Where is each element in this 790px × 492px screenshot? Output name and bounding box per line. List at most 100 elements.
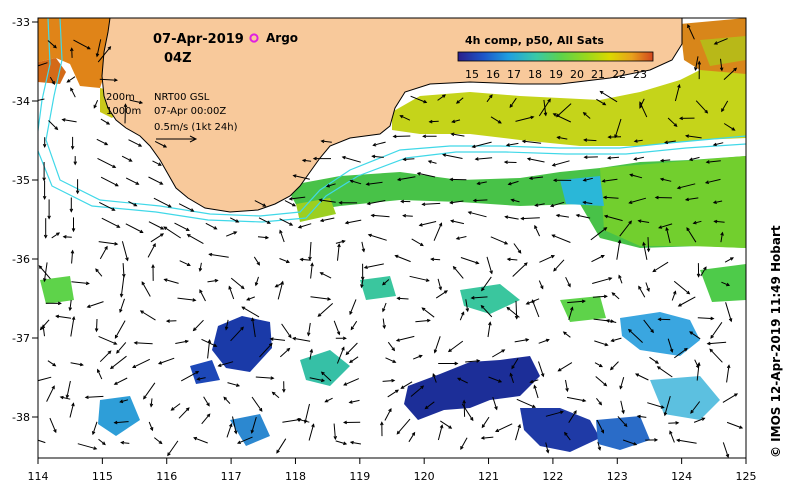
- current-vector: [335, 440, 347, 445]
- current-vector: [70, 362, 83, 366]
- current-vector-head: [289, 222, 294, 226]
- current-vector-head: [122, 273, 126, 279]
- current-vector: [481, 416, 490, 428]
- current-vector-head: [703, 266, 707, 271]
- current-vector-head: [488, 321, 492, 326]
- current-vector-head: [233, 231, 238, 235]
- current-vector-head: [418, 223, 423, 227]
- current-vector-head: [279, 229, 283, 234]
- current-vector-head: [689, 331, 694, 335]
- current-vector: [69, 403, 74, 418]
- current-vector: [639, 101, 648, 118]
- current-vector-head: [224, 326, 229, 331]
- current-vector-head: [684, 197, 690, 202]
- current-vector-head: [391, 378, 396, 383]
- current-vector-head: [163, 144, 168, 148]
- current-vector: [437, 94, 446, 101]
- current-vector: [448, 340, 464, 352]
- current-vector-head: [192, 327, 197, 332]
- current-vector-head: [380, 421, 384, 426]
- current-vector: [630, 174, 643, 179]
- current-vector-head: [113, 420, 118, 425]
- current-vector: [121, 241, 129, 261]
- current-vector: [255, 276, 259, 286]
- current-vector: [400, 115, 411, 121]
- current-vector-head: [138, 100, 144, 105]
- current-vector: [668, 422, 679, 424]
- current-vector: [534, 225, 541, 237]
- current-vector: [279, 348, 290, 358]
- current-vector-head: [382, 308, 386, 313]
- current-vector: [463, 400, 466, 417]
- current-vector: [116, 342, 127, 354]
- current-vector-head: [51, 385, 55, 390]
- current-vector-head: [411, 431, 416, 436]
- sst-patch-blue-117: [212, 316, 272, 372]
- current-vector-head: [726, 364, 731, 369]
- current-vector: [706, 160, 721, 163]
- current-vector: [673, 280, 690, 295]
- current-vector-head: [341, 239, 346, 244]
- current-vector-head: [107, 46, 112, 50]
- current-vector: [325, 397, 333, 403]
- lat-axis: -33 -34 -35 -36 -37 -38: [12, 16, 38, 424]
- current-vector: [226, 423, 232, 438]
- current-vector-head: [489, 94, 493, 99]
- current-vector: [556, 214, 569, 218]
- current-vector-head: [733, 67, 738, 72]
- current-vector: [87, 301, 104, 308]
- current-vector: [237, 436, 253, 444]
- current-vector-head: [617, 239, 622, 244]
- current-vector-head: [550, 255, 556, 259]
- current-vector-head: [116, 349, 120, 354]
- current-vector: [92, 421, 98, 435]
- current-vector-head: [206, 413, 211, 418]
- current-vector-head: [111, 207, 116, 211]
- current-vector-head: [116, 224, 121, 228]
- colorbar-tick-label: 15: [465, 68, 479, 81]
- current-vector: [506, 307, 520, 318]
- current-vector-head: [633, 139, 638, 143]
- current-vector-head: [167, 452, 171, 457]
- current-vector: [724, 257, 734, 263]
- current-vector-head: [345, 351, 350, 356]
- current-vector: [293, 337, 311, 342]
- current-vector-head: [525, 338, 530, 342]
- current-vector-head: [395, 389, 400, 394]
- current-vector: [387, 389, 399, 398]
- sst-patch-west-warm: [38, 18, 112, 88]
- current-vector-head: [552, 178, 557, 183]
- current-vector-head: [363, 265, 368, 269]
- current-vector-head: [56, 232, 61, 236]
- current-vector: [124, 104, 126, 124]
- current-vector: [486, 256, 493, 274]
- current-vector: [495, 423, 513, 432]
- current-vector-head: [677, 303, 682, 307]
- current-vector: [443, 154, 463, 159]
- current-vector-head: [186, 234, 191, 238]
- current-vector-head: [416, 172, 421, 176]
- lon-tick-label: 118: [285, 470, 306, 483]
- current-vector-head: [582, 178, 587, 182]
- current-vector: [167, 440, 179, 456]
- current-vector-head: [505, 143, 510, 147]
- current-vector: [71, 250, 74, 264]
- current-vector: [628, 329, 643, 343]
- current-vector-head: [274, 284, 279, 288]
- current-vector-head: [684, 134, 690, 138]
- current-vector: [700, 266, 707, 277]
- current-vector: [714, 38, 728, 45]
- current-vector-head: [133, 341, 138, 345]
- current-vector-head: [504, 215, 509, 219]
- current-vector-head: [53, 429, 57, 434]
- lon-tick-label: 119: [349, 470, 370, 483]
- current-vector-head: [113, 341, 118, 345]
- current-vector-head: [251, 317, 255, 322]
- current-vector: [465, 360, 480, 363]
- current-vector-head: [654, 195, 659, 200]
- current-vector-head: [43, 234, 48, 239]
- current-vector-head: [418, 354, 423, 359]
- current-vector: [63, 236, 72, 238]
- current-vector: [705, 178, 721, 184]
- current-vector-head: [607, 135, 612, 139]
